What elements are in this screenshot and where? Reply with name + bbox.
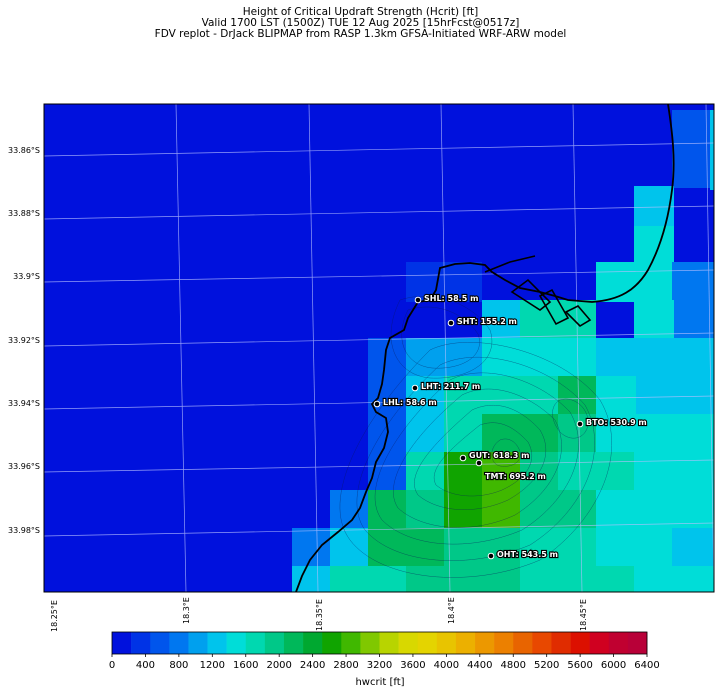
site-markers: SHL: 58.5 m SHT: 155.2 m LHT: 211.7 m LH… [373, 293, 648, 560]
colorbar-swatch [608, 632, 629, 654]
title-line-3: FDV replot - DrJack BLIPMAP from RASP 1.… [154, 28, 567, 40]
harbour-basin-1 [510, 278, 552, 311]
site-label: SHT: 155.2 m [457, 317, 517, 326]
lat-label: 33.92°S [8, 336, 40, 345]
colorbar-swatch [188, 632, 208, 654]
colorbar-tick-label: 2800 [333, 660, 358, 671]
site-label: BTO: 530.9 m [586, 418, 647, 427]
harbour-basin-2 [538, 288, 570, 326]
colorbar-swatch [570, 632, 590, 654]
site-tmt: TMT: 695.2 m [475, 459, 547, 482]
lon-label: 18.45°E [579, 599, 588, 631]
colorbar-tick-label: 4400 [467, 660, 492, 671]
site-gut: GUT: 618.3 m [459, 450, 531, 462]
colorbar-swatch [360, 632, 380, 654]
colorbar-swatch [475, 632, 495, 654]
lat-labels: 33.86°S 33.88°S 33.9°S 33.92°S 33.94°S 3… [8, 146, 40, 535]
colorbar-swatch [303, 632, 323, 654]
site-lht: LHT: 211.7 m [411, 381, 481, 392]
lat-label: 33.98°S [8, 526, 40, 535]
lon-label: 18.25°E [50, 600, 59, 632]
colorbar-tick-label: 3600 [400, 660, 425, 671]
colorbar-swatch [245, 632, 266, 654]
lat-label: 33.88°S [8, 209, 40, 218]
colorbar-swatch [455, 632, 476, 654]
coastline [295, 104, 675, 592]
map-panel [44, 104, 714, 592]
colorbar-tick-label: 1600 [233, 660, 258, 671]
colorbar-swatch [627, 632, 648, 654]
colorbar-swatch [379, 632, 399, 654]
site-label: LHL: 58.6 m [383, 398, 437, 407]
colorbar-tick-label: 4800 [501, 660, 526, 671]
site-label: LHT: 211.7 m [421, 382, 480, 391]
colorbar-label: hwcrit [ft] [355, 677, 404, 688]
colorbar-swatch [417, 632, 438, 654]
colorbar-tick-label: 400 [136, 660, 155, 671]
site-bto: BTO: 530.9 m [576, 417, 648, 428]
site-label: GUT: 618.3 m [469, 451, 530, 460]
lon-label: 18.3°E [182, 597, 191, 624]
lon-labels: 18.25°E 18.3°E 18.35°E 18.4°E 18.45°E [50, 597, 588, 632]
lon-label: 18.4°E [447, 597, 456, 624]
site-sht: SHT: 155.2 m [447, 316, 518, 327]
colorbar-tick-label: 2000 [266, 660, 291, 671]
site-label: TMT: 695.2 m [485, 472, 546, 481]
site-lhl: LHL: 58.6 m [373, 397, 438, 408]
colorbar-swatch [551, 632, 571, 654]
colorbar-ticks: 0 400 800 1200 1600 2000 2400 2800 3200 3600 4000 4… [109, 654, 660, 671]
colorbar-swatch [322, 632, 342, 654]
colorbar-tick-label: 6000 [601, 660, 626, 671]
colorbar-swatch [436, 632, 457, 654]
site-shl: SHL: 58.5 m [414, 293, 480, 304]
lat-label: 33.9°S [13, 272, 40, 281]
title-line-1: Height of Critical Updraft Strength (Hcr… [242, 6, 479, 18]
lat-label: 33.86°S [8, 146, 40, 155]
colorbar-tick-label: 6400 [634, 660, 659, 671]
site-label: OHT: 543.5 m [497, 550, 558, 559]
colorbar-swatch [169, 632, 189, 654]
colorbar-swatch [494, 632, 514, 654]
colorbar-tick-label: 800 [169, 660, 188, 671]
colorbar-swatch [532, 632, 552, 654]
colorbar-swatch [513, 632, 533, 654]
colorbar-tick-label: 1200 [200, 660, 225, 671]
graticule [44, 104, 714, 592]
colorbar-swatch [341, 632, 361, 654]
colorbar-swatch [264, 632, 285, 654]
colorbar-swatch [283, 632, 304, 654]
hcrit-field [292, 110, 714, 592]
title-line-2: Valid 1700 LST (1500Z) TUE 12 Aug 2025 [… [201, 17, 520, 29]
colorbar-swatch [112, 632, 132, 654]
colorbar-tick-label: 5600 [567, 660, 592, 671]
site-oht: OHT: 543.5 m [487, 549, 559, 560]
colorbar-tick-label: 5200 [534, 660, 559, 671]
harbour-basin-3 [564, 305, 592, 328]
colorbar-tick-label: 0 [109, 660, 115, 671]
lon-label: 18.35°E [315, 599, 324, 631]
colorbar-swatch [207, 632, 227, 654]
colorbar [111, 631, 648, 655]
colorbar-swatch [589, 632, 610, 654]
harbour-breakwater [484, 255, 536, 273]
lat-label: 33.94°S [8, 399, 40, 408]
colorbar-swatch [226, 632, 247, 654]
map-frame [43, 103, 715, 593]
lat-label: 33.96°S [8, 462, 40, 471]
colorbar-swatch [150, 632, 170, 654]
colorbar-swatch [131, 632, 151, 654]
colorbar-tick-label: 2400 [300, 660, 325, 671]
colorbar-tick-label: 3200 [367, 660, 392, 671]
colorbar-tick-label: 4000 [434, 660, 459, 671]
site-label: SHL: 58.5 m [424, 294, 478, 303]
colorbar-swatch [398, 632, 419, 654]
